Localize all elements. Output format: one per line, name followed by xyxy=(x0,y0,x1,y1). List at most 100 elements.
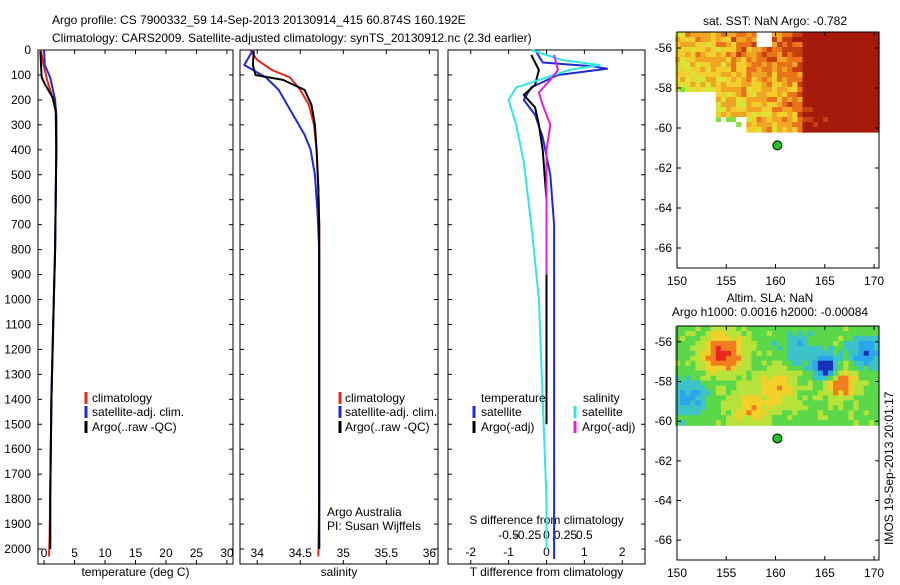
map-cell xyxy=(777,107,783,113)
map-cell xyxy=(726,127,732,133)
map-cell xyxy=(868,370,875,377)
map-cell xyxy=(848,47,855,53)
map-cell xyxy=(736,77,742,83)
map-cell xyxy=(822,385,829,392)
map-cell xyxy=(751,360,758,367)
map-cell xyxy=(751,92,758,98)
map-cell xyxy=(802,380,809,387)
map-cell xyxy=(685,47,691,53)
map-cell xyxy=(782,67,788,73)
map-cell xyxy=(680,370,686,377)
y-tick-label: 100 xyxy=(11,68,31,82)
map-cell xyxy=(731,335,737,342)
map-cell xyxy=(705,72,712,78)
map-cell xyxy=(812,72,819,78)
map-cell xyxy=(700,405,707,411)
map-cell xyxy=(771,331,778,337)
map-cell xyxy=(843,87,849,93)
map-cell xyxy=(812,345,819,352)
map-cell xyxy=(873,97,880,103)
map-cell xyxy=(741,365,747,372)
map-cell xyxy=(675,350,681,357)
map-cell xyxy=(843,385,849,392)
map-cell xyxy=(858,102,865,108)
map-cell xyxy=(726,82,732,88)
map-cell xyxy=(873,380,880,387)
map-cell xyxy=(797,107,804,113)
map-cell xyxy=(822,405,829,411)
map-cell xyxy=(822,335,829,342)
map-cell xyxy=(766,400,773,406)
map-cell xyxy=(812,67,819,73)
map-cell xyxy=(720,72,727,78)
map-cell xyxy=(756,92,763,98)
map-cell xyxy=(746,375,753,382)
map-cell xyxy=(792,67,798,73)
map-cell xyxy=(873,117,880,123)
map-cell xyxy=(787,117,793,123)
map-cell xyxy=(828,82,834,88)
map-cell xyxy=(873,102,880,108)
map-cell xyxy=(751,122,758,128)
map-cell xyxy=(812,42,819,48)
map-cell xyxy=(756,52,763,58)
map-cell xyxy=(736,67,742,73)
map-cell xyxy=(756,335,763,342)
map-cell xyxy=(731,340,737,347)
map-cell xyxy=(766,405,773,411)
map-cell xyxy=(690,400,696,406)
map-cell xyxy=(741,97,747,103)
map-cell xyxy=(731,345,737,352)
map-cell xyxy=(751,52,758,58)
map-cell xyxy=(853,400,860,406)
map-cell xyxy=(833,37,839,43)
map-cell xyxy=(715,400,722,406)
map-cell xyxy=(812,37,819,43)
map-cell xyxy=(766,415,773,421)
map-cell xyxy=(695,335,702,342)
map-cell xyxy=(771,370,778,377)
map-cell xyxy=(873,72,880,78)
map-cell xyxy=(782,107,788,113)
map-cell xyxy=(726,365,732,372)
map-cell xyxy=(848,385,855,392)
map-cell xyxy=(787,335,793,342)
map-cell xyxy=(680,390,686,396)
map-cell xyxy=(751,117,758,123)
map-cell xyxy=(858,390,865,396)
map-cell xyxy=(868,385,875,392)
map-cell xyxy=(705,67,712,73)
map-cell xyxy=(838,360,844,367)
map-cell xyxy=(797,32,804,38)
map-cell xyxy=(838,380,844,387)
map-cell xyxy=(695,127,702,133)
map-cell xyxy=(690,360,696,367)
legend-header-salinity: salinity xyxy=(583,391,620,405)
map-cell xyxy=(680,97,686,103)
map-cell xyxy=(828,37,834,43)
map-cell xyxy=(700,410,707,416)
map-cell xyxy=(782,385,788,392)
map-cell xyxy=(700,37,707,43)
map-cell xyxy=(685,326,691,332)
map-cell xyxy=(680,117,686,123)
map-cell xyxy=(807,350,814,357)
x-tick-label: 160 xyxy=(766,566,786,580)
map-cell xyxy=(868,390,875,396)
map-cell xyxy=(766,355,773,362)
map-cell xyxy=(705,326,712,332)
map-cell xyxy=(726,57,732,63)
map-cell xyxy=(807,87,814,93)
map-cell xyxy=(751,331,758,337)
map-cell xyxy=(807,355,814,362)
map-cell xyxy=(792,122,798,128)
map-cell xyxy=(787,37,793,43)
map-cell xyxy=(802,390,809,396)
map-cell xyxy=(843,97,849,103)
map-cell xyxy=(741,395,747,401)
argo-australia-label: Argo Australia xyxy=(327,505,402,519)
map-cell xyxy=(853,410,860,416)
map-cell xyxy=(782,102,788,108)
map-cell xyxy=(792,405,798,411)
map-cell xyxy=(720,375,727,382)
